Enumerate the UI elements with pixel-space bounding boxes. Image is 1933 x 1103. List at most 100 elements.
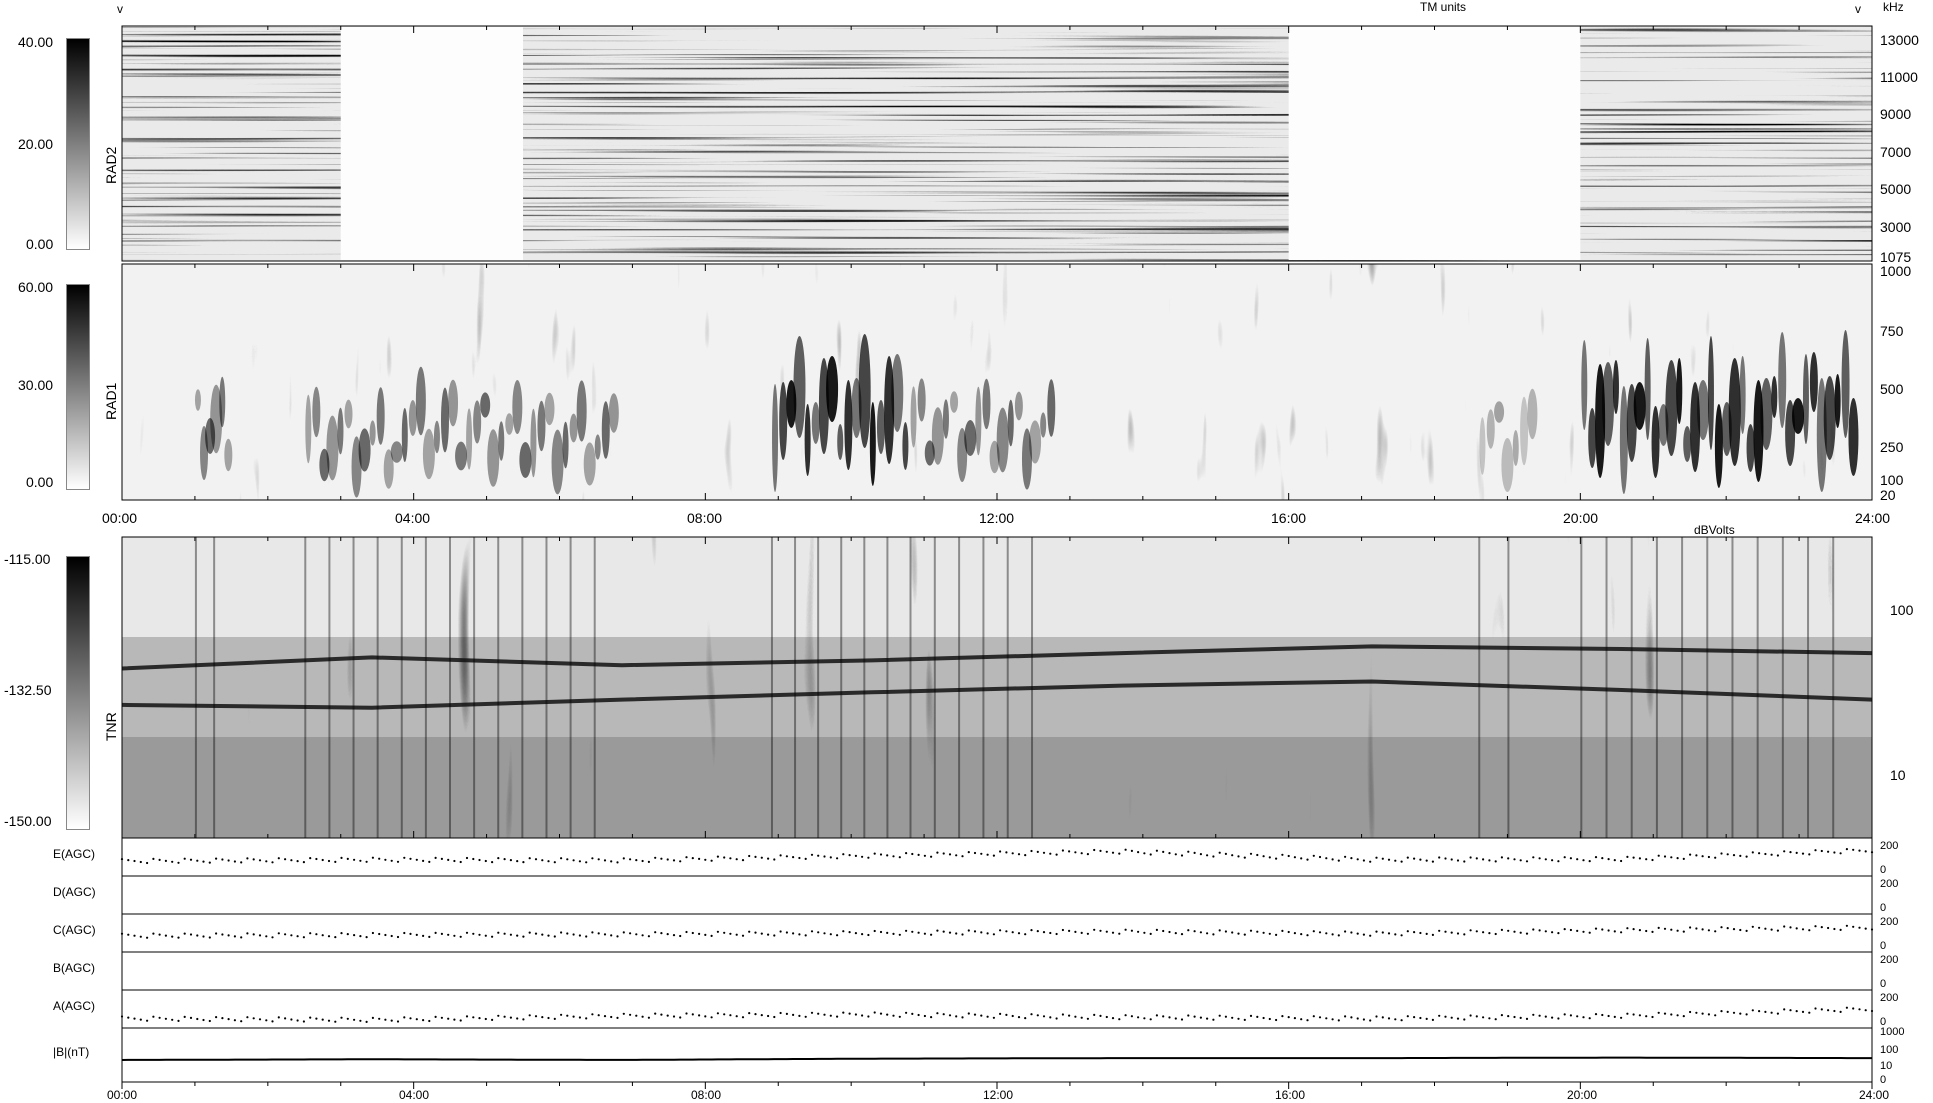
agc-point [447,933,450,936]
agc-point [1601,857,1604,860]
agc-point [164,859,167,863]
rad1-burst [942,399,949,439]
rad1-burst [433,420,440,454]
agc-point [917,931,920,934]
agc-point [1224,930,1227,933]
agc-point [1011,1014,1014,1018]
tm-units-label: TM units [1420,0,1467,14]
agc-point [158,933,161,936]
agc-point [503,858,506,861]
agc-point [365,936,368,939]
agc-point [183,857,186,860]
agc-point [1689,853,1692,856]
agc-point [258,934,262,937]
rad1-freq-tick: 500 [1880,381,1904,397]
agc-point [760,932,763,935]
tnr-streak [473,537,476,838]
agc-point [566,858,569,861]
agc-point [679,860,682,863]
agc-point [1801,852,1805,855]
agc-point [171,860,174,863]
agc-point [879,930,883,934]
agc-panel-frame [121,989,1873,1029]
rad1-burst [1644,338,1651,440]
agc-point [434,856,437,860]
rad1-burst [369,420,376,446]
agc-point [1118,852,1121,855]
rad1-burst [964,420,977,456]
agc-point [873,1011,876,1014]
agc-point [1751,1009,1754,1012]
agc-point [1193,851,1196,855]
agc-point [1419,1016,1422,1020]
agc-point [240,1020,243,1023]
agc-point [359,859,362,862]
agc-point [1544,1015,1547,1018]
agc-point [384,858,387,861]
agc-point [1237,855,1240,858]
agc-point [315,933,318,936]
rad1-burst [358,428,371,472]
agc-point [403,856,406,859]
rad1-burst [319,448,330,482]
rad1-burst [562,421,569,469]
agc-point [792,856,795,859]
agc-point [1068,850,1071,853]
agc-point [955,854,958,857]
agc-point [509,933,512,936]
agc-point [422,934,425,938]
agc-point [641,1015,644,1018]
agc-point [1005,1013,1008,1017]
agc-point [1249,929,1253,932]
agc-point [754,1013,757,1016]
agc-point [1331,933,1334,936]
agc-b-label: B(AGC) [53,961,95,975]
agc-point [1682,857,1685,861]
agc-point [1758,926,1761,929]
agc-point [1419,931,1422,935]
agc-point [534,932,538,935]
agc-point [1362,1018,1365,1021]
agc-point [1638,929,1641,932]
agc-point [465,931,469,934]
agc-point [892,855,895,858]
agc-point [478,1017,481,1020]
agc-point [1488,932,1491,935]
agc-point [202,1018,205,1022]
agc-point [886,1013,889,1016]
rad2-cb-min: 0.00 [26,236,54,252]
agc-point [1199,853,1202,856]
agc-point [973,851,977,855]
agc-point [265,1019,268,1022]
agc-point [1745,1013,1748,1016]
agc-point [1369,860,1372,863]
agc-point [597,858,600,861]
agc-point [1714,856,1717,859]
tnr-freq-tick: 10 [1890,767,1906,783]
agc-point [1820,1008,1823,1011]
agc-point [723,931,726,934]
agc-point [836,934,839,937]
agc-point [1776,929,1779,932]
agc-point [1224,1015,1227,1018]
agc-point [905,852,908,855]
agc-point [146,936,149,939]
agc-point [861,855,864,858]
agc-point [189,933,193,936]
agc-point [603,859,607,862]
agc-point [271,861,274,864]
agc-point [547,934,550,937]
agc-point [560,1013,563,1016]
agc-point [164,934,167,937]
tnr-streak [1507,537,1510,838]
agc-point [1105,930,1108,933]
agc-point [1720,1010,1723,1013]
rad2-cb-mid: 20.00 [18,136,54,152]
agc-point [1569,1014,1572,1017]
agc-point [233,860,236,863]
agc-point [384,1018,387,1021]
agc-point [1293,856,1296,859]
rad1-burst [1823,376,1836,460]
rad1-burst [1746,424,1755,472]
